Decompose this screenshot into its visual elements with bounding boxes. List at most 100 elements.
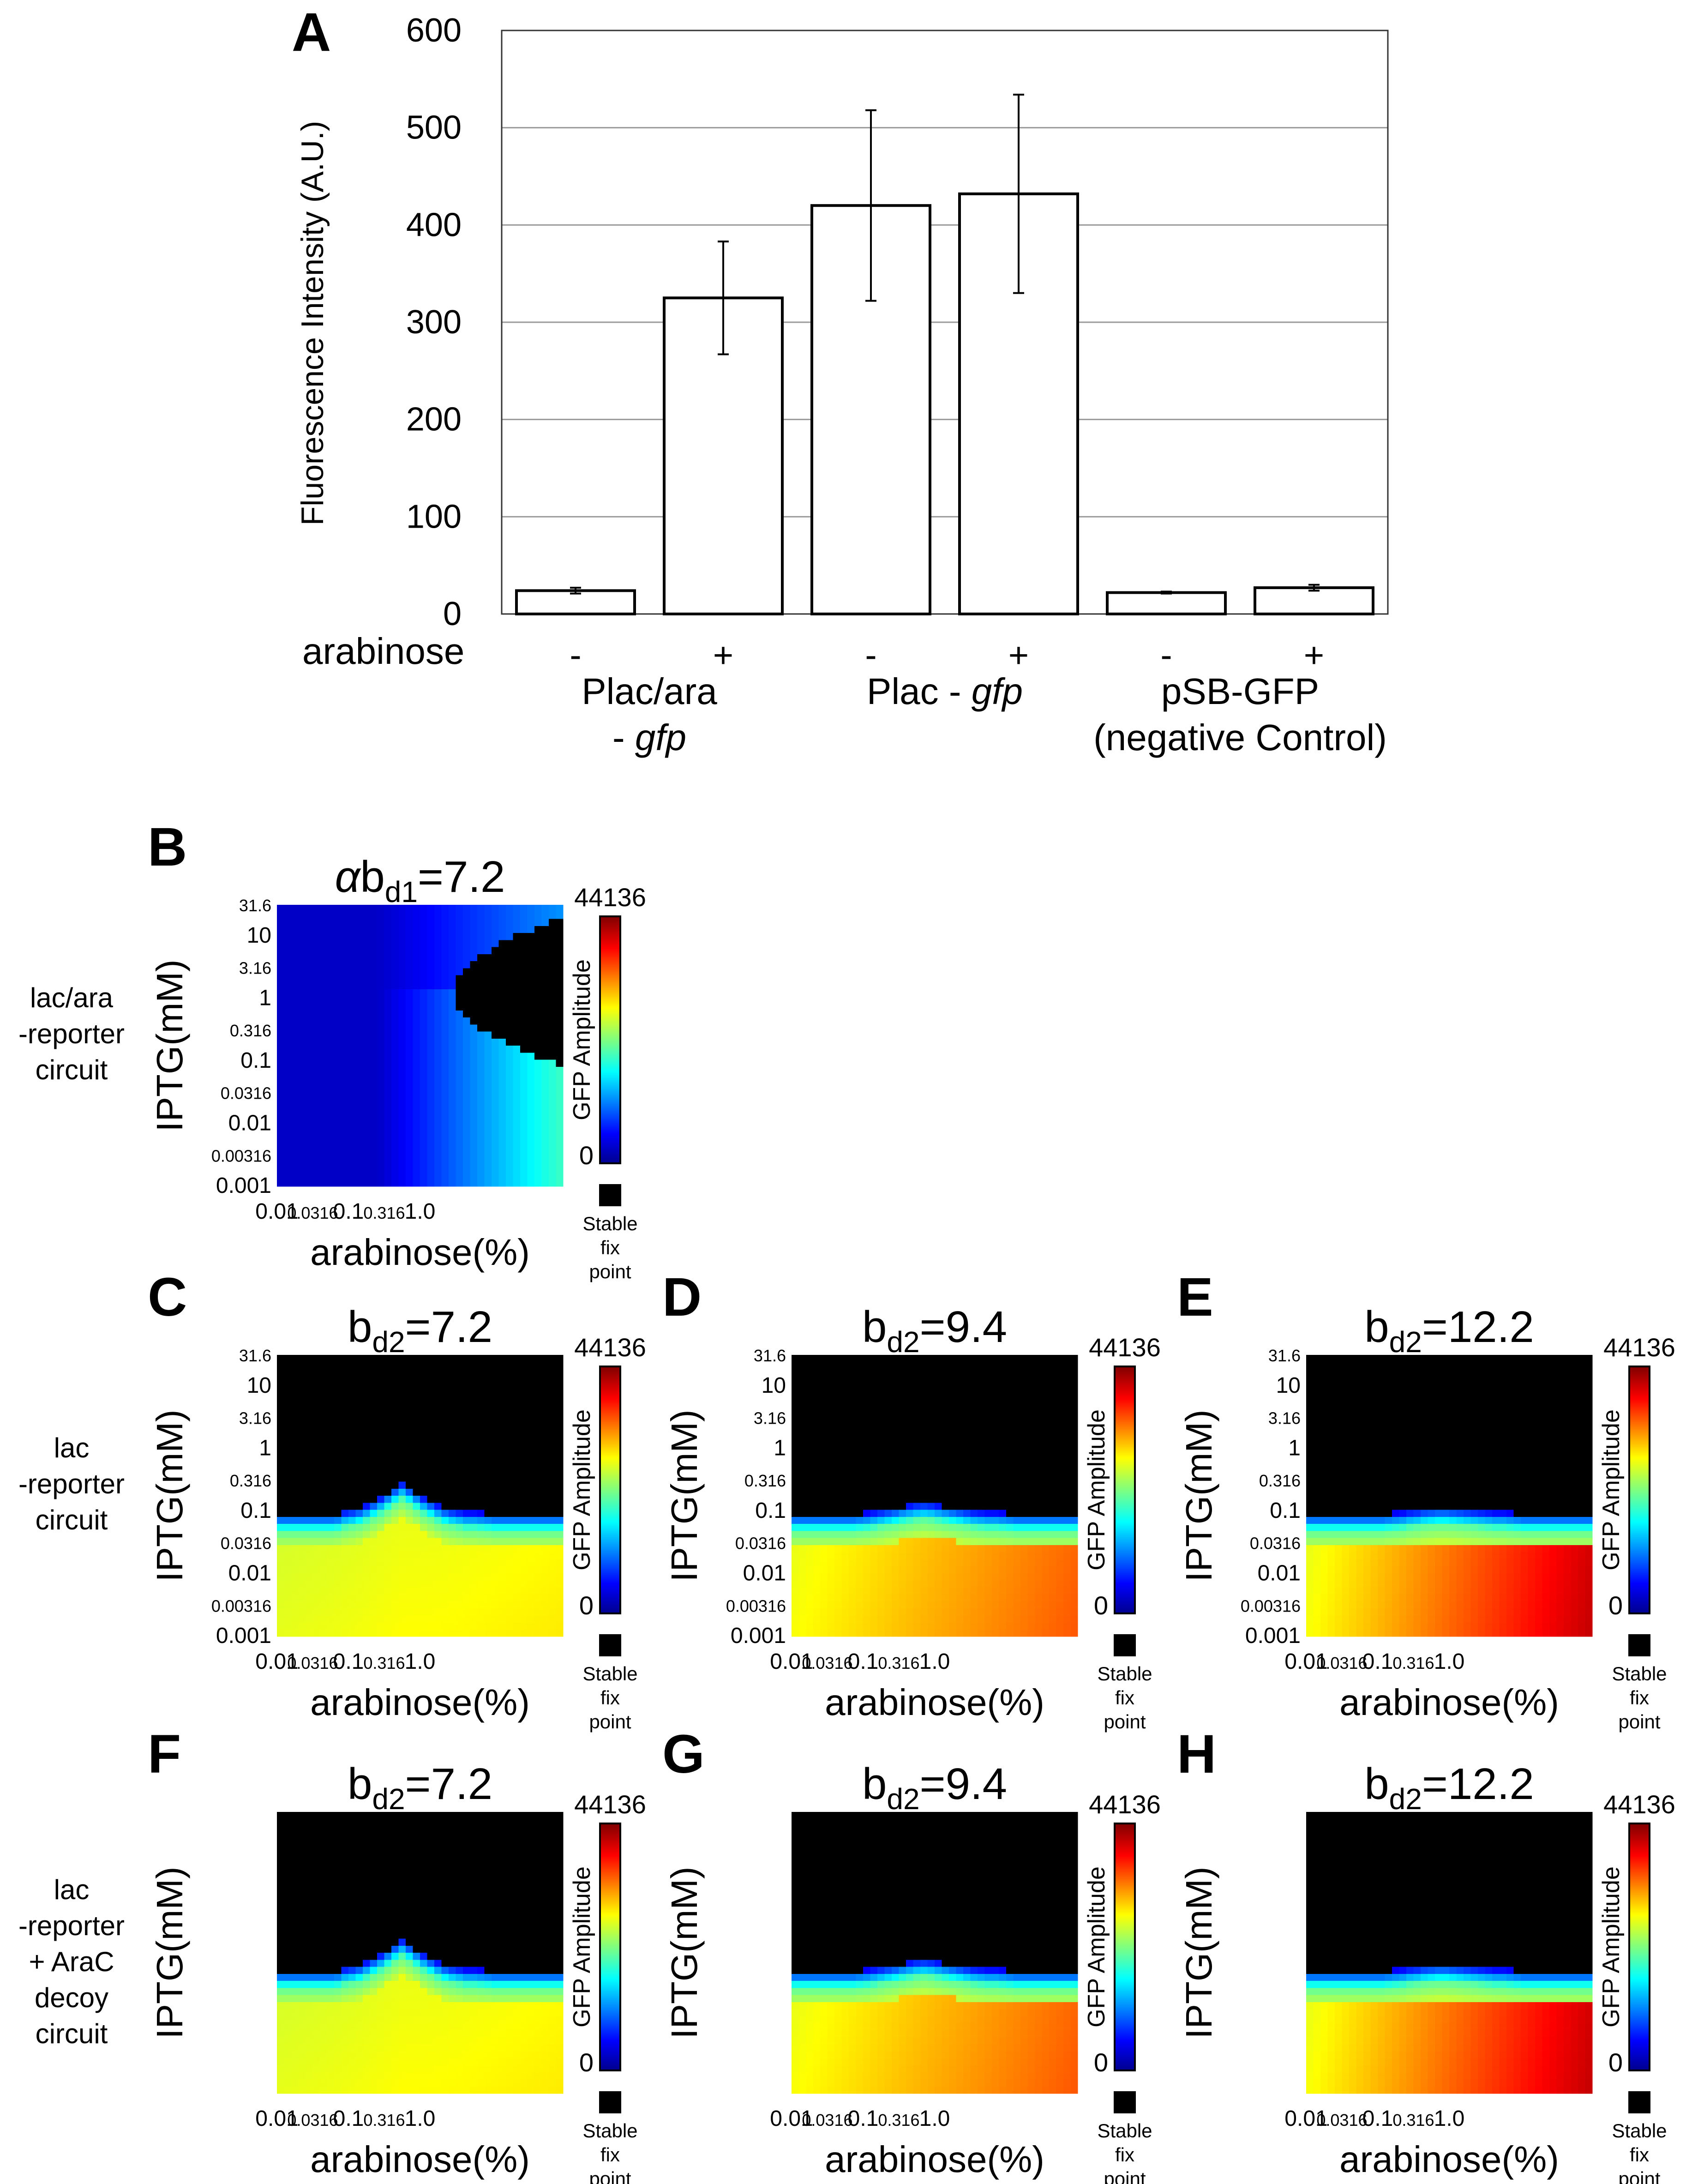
heatmap-cell (806, 1355, 814, 1362)
heatmap-cell (413, 1144, 420, 1152)
heatmap-cell (420, 1622, 428, 1630)
heatmap-cell (541, 996, 549, 1004)
heatmap-cell (327, 1418, 335, 1426)
heatmap-cell (384, 1453, 392, 1461)
heatmap-cell (1042, 1453, 1050, 1461)
heatmap-cell (534, 1418, 542, 1426)
heatmap-cell (348, 1496, 356, 1503)
heatmap-cell (456, 1095, 463, 1102)
heatmap-cell (849, 1355, 857, 1362)
heatmap-cell (391, 1545, 399, 1552)
heatmap-cell (935, 1545, 942, 1552)
heatmap-cell (370, 961, 378, 969)
heatmap-cell (384, 1524, 392, 1531)
heatmap-cell (556, 1566, 564, 1574)
heatmap-cell (549, 1566, 557, 1574)
heatmap-cell (306, 1425, 313, 1433)
heatmap-cell (306, 1390, 313, 1398)
heatmap-cell (549, 1439, 557, 1447)
heatmap-cell (549, 1053, 557, 1060)
heatmap-cell (284, 1587, 292, 1595)
heatmap-cell (398, 1601, 406, 1609)
heatmap-cell (341, 1074, 349, 1081)
heatmap-cell (456, 1510, 463, 1517)
heatmap-cell (1049, 1411, 1057, 1419)
heatmap-cell (406, 1088, 414, 1095)
heatmap-cell (556, 1172, 564, 1180)
heatmap-cell (1013, 1503, 1021, 1510)
heatmap-cell (406, 1369, 414, 1377)
heatmap-cell (306, 1362, 313, 1370)
heatmap-cell (348, 947, 356, 955)
heatmap-cell (391, 1102, 399, 1109)
heatmap-cell (413, 1566, 420, 1574)
arabinose-sign: + (1304, 636, 1324, 675)
heatmap-cell (870, 1488, 878, 1496)
heatmap-cell (798, 1390, 806, 1398)
heatmap-cell (363, 1446, 371, 1454)
heatmap-cell (556, 1545, 564, 1552)
heatmap-cell (492, 1552, 499, 1559)
heatmap-cell (492, 1404, 499, 1412)
heatmap-cell (441, 1524, 449, 1531)
heatmap-cell (277, 919, 285, 927)
heatmap-cell (298, 1446, 306, 1454)
heatmap-cell (935, 1446, 942, 1454)
heatmap-cell (291, 1538, 299, 1546)
heatmap-cell (477, 1165, 485, 1173)
heatmap-cell (806, 1531, 814, 1539)
heatmap-cell (506, 1390, 514, 1398)
heatmap-cell (291, 1383, 299, 1390)
heatmap-cell (284, 1151, 292, 1159)
heatmap-cell (370, 1601, 378, 1609)
heatmap-cell (506, 1580, 514, 1588)
heatmap-cell (999, 1468, 1007, 1475)
heatmap-cell (798, 1432, 806, 1440)
heatmap-cell (306, 1468, 313, 1475)
heatmap-cell (935, 1404, 942, 1412)
heatmap-cell (398, 1439, 406, 1447)
stable-fix-point-label: point (589, 1711, 631, 1733)
heatmap-cell (406, 1130, 414, 1137)
heatmap-cell (334, 1580, 342, 1588)
heatmap-cell (363, 933, 371, 940)
heatmap-cell (899, 1531, 906, 1539)
heatmap-cell (999, 1488, 1007, 1496)
heatmap-cell (920, 1376, 928, 1384)
heatmap-cell (463, 1474, 471, 1482)
heatmap-cell (806, 1376, 814, 1384)
heatmap-cell (492, 1418, 499, 1426)
heatmap-cell (999, 1474, 1007, 1482)
heatmap-cell (834, 1573, 842, 1581)
heatmap-cell (792, 1439, 799, 1447)
heatmap-cell (441, 1587, 449, 1595)
heatmap-cell (949, 1390, 957, 1398)
heatmap-cell (1006, 1425, 1014, 1433)
heatmap-cell (806, 1411, 814, 1419)
heatmap-cell (849, 1516, 857, 1524)
heatmap-cell (406, 1432, 414, 1440)
heatmap-cell (1306, 1453, 1314, 1461)
heatmap-cell (312, 1158, 320, 1166)
heatmap-cell (284, 1552, 292, 1559)
heatmap-cell (363, 1559, 371, 1567)
heatmap-cell (949, 1615, 957, 1623)
heatmap-cell (806, 1601, 814, 1609)
heatmap-cell (406, 1496, 414, 1503)
heatmap-cell (556, 1376, 564, 1384)
heatmap-cell (506, 1559, 514, 1567)
heatmap-cell (291, 1503, 299, 1510)
heatmap-cell (377, 1439, 385, 1447)
heatmap-cell (927, 1481, 935, 1489)
heatmap-cell (427, 1446, 435, 1454)
heatmap-cell (984, 1615, 992, 1623)
heatmap-cell (1063, 1404, 1071, 1412)
heatmap-cell (470, 1031, 478, 1039)
heatmap-cell (520, 1580, 528, 1588)
heatmap-cell (492, 1362, 499, 1370)
heatmap-cell (470, 1144, 478, 1152)
heatmap-cell (892, 1474, 900, 1482)
heatmap-cell (312, 1144, 320, 1152)
heatmap-cell (549, 1179, 557, 1187)
heatmap-cell (348, 1601, 356, 1609)
